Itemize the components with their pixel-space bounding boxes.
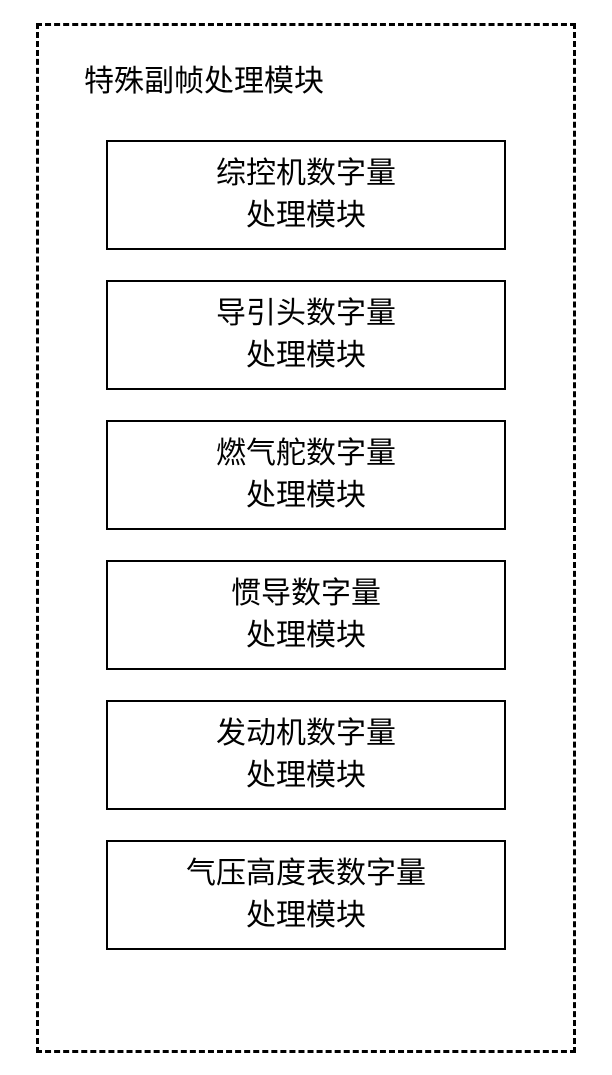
module-box-5: 气压高度表数字量 处理模块	[106, 840, 506, 950]
module-line: 处理模块	[246, 755, 366, 797]
module-box-1: 导引头数字量 处理模块	[106, 280, 506, 390]
diagram-title: 特殊副帧处理模块	[79, 56, 533, 100]
module-line: 处理模块	[246, 615, 366, 657]
module-box-2: 燃气舵数字量 处理模块	[106, 420, 506, 530]
module-box-0: 综控机数字量 处理模块	[106, 140, 506, 250]
module-line: 处理模块	[246, 335, 366, 377]
diagram-container: 特殊副帧处理模块 综控机数字量 处理模块 导引头数字量 处理模块 燃气舵数字量 …	[36, 23, 576, 1053]
modules-wrapper: 综控机数字量 处理模块 导引头数字量 处理模块 燃气舵数字量 处理模块 惯导数字…	[79, 140, 533, 950]
module-box-4: 发动机数字量 处理模块	[106, 700, 506, 810]
module-line: 气压高度表数字量	[186, 853, 426, 895]
module-line: 处理模块	[246, 895, 366, 937]
module-line: 处理模块	[246, 195, 366, 237]
module-line: 导引头数字量	[216, 293, 396, 335]
module-line: 发动机数字量	[216, 713, 396, 755]
module-line: 处理模块	[246, 475, 366, 517]
module-line: 综控机数字量	[216, 153, 396, 195]
module-line: 惯导数字量	[231, 573, 381, 615]
module-box-3: 惯导数字量 处理模块	[106, 560, 506, 670]
module-line: 燃气舵数字量	[216, 433, 396, 475]
